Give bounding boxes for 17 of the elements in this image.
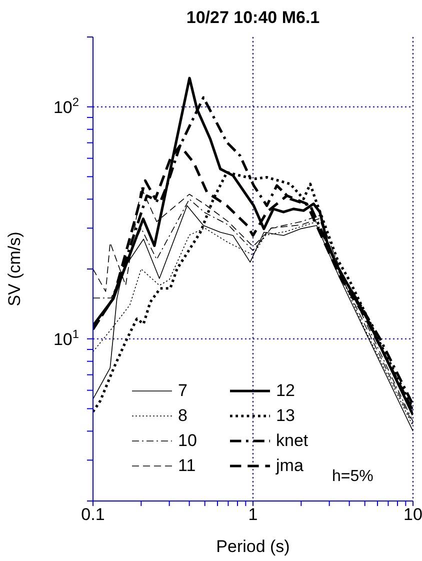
x-tick-label: 1 [248,505,258,524]
legend-label: 10 [178,430,198,450]
legend-label: 8 [178,406,188,426]
y-axis-title: SV (cm/s) [5,232,24,306]
legend-label: jma [276,456,304,476]
legend-label: knet [276,430,310,450]
x-tick-label: 10 [404,505,422,524]
x-axis-title: Period (s) [216,537,290,556]
legend-label: 12 [276,380,296,400]
chart-title: 10/27 10:40 M6.1 [185,8,321,28]
x-tick-label: 0.1 [81,505,105,524]
legend-label: 13 [276,406,296,426]
legend-label: 11 [178,456,197,476]
annotation: h=5% [332,468,374,486]
y-tick-label: 10$^{1}$ [53,326,80,349]
y-tick-label: 10$^{2}$ [53,94,80,117]
legend-label: 7 [178,380,188,400]
